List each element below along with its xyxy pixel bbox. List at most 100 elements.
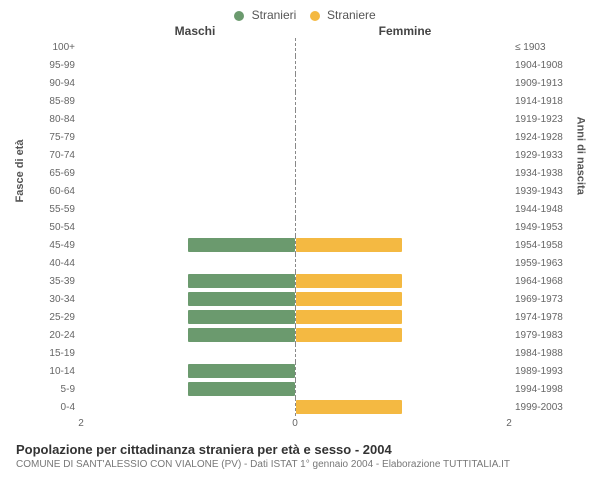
male-half: [81, 146, 296, 164]
male-half: [81, 200, 296, 218]
age-label: 45-49: [20, 240, 81, 251]
age-label: 100+: [20, 42, 81, 53]
male-half: [81, 164, 296, 182]
chart-row: 30-34 1969-1973: [20, 290, 580, 308]
age-label: 15-19: [20, 348, 81, 359]
birth-label: 1964-1968: [509, 276, 580, 287]
birth-label: 1979-1983: [509, 330, 580, 341]
female-half: [296, 182, 510, 200]
chart-rows: 100+≤ 190395-991904-190890-941909-191385…: [20, 38, 580, 416]
birth-label: 1934-1938: [509, 168, 580, 179]
age-label: 25-29: [20, 312, 81, 323]
birth-label: 1944-1948: [509, 204, 580, 215]
age-label: 5-9: [20, 384, 81, 395]
age-label: 35-39: [20, 276, 81, 287]
chart-subtitle: COMUNE DI SANT'ALESSIO CON VIALONE (PV) …: [16, 459, 584, 470]
male-half: [81, 218, 296, 236]
female-half: [296, 56, 510, 74]
age-label: 20-24: [20, 330, 81, 341]
female-half: [296, 308, 510, 326]
male-half: [81, 362, 296, 380]
col-title-left: Maschi: [90, 24, 300, 38]
birth-label: 1924-1928: [509, 132, 580, 143]
male-half: [81, 110, 296, 128]
birth-label: 1919-1923: [509, 114, 580, 125]
female-half: [296, 326, 510, 344]
age-label: 95-99: [20, 60, 81, 71]
female-half: [296, 398, 510, 416]
x-tick: 2: [78, 418, 84, 429]
age-label: 85-89: [20, 96, 81, 107]
female-half: [296, 146, 510, 164]
birth-label: 1909-1913: [509, 78, 580, 89]
chart-row: 25-29 1974-1978: [20, 308, 580, 326]
age-label: 10-14: [20, 366, 81, 377]
birth-label: 1974-1978: [509, 312, 580, 323]
chart-row: 50-541949-1953: [20, 218, 580, 236]
male-half: [81, 254, 296, 272]
chart-row: 55-59 1944-1948: [20, 200, 580, 218]
birth-label: 1949-1953: [509, 222, 580, 233]
chart-row: 80-84 1919-1923: [20, 110, 580, 128]
male-half: [81, 398, 296, 416]
male-bar: [188, 328, 295, 342]
female-half: [296, 272, 510, 290]
female-bar: [296, 274, 403, 288]
female-half: [296, 110, 510, 128]
birth-label: 1969-1973: [509, 294, 580, 305]
male-half: [81, 344, 296, 362]
chart-row: 75-79 1924-1928: [20, 128, 580, 146]
col-title-right: Femmine: [300, 24, 510, 38]
female-half: [296, 344, 510, 362]
birth-label: 1929-1933: [509, 150, 580, 161]
legend-swatch-0: [234, 11, 244, 21]
birth-label: ≤ 1903: [509, 42, 580, 53]
birth-label: 1984-1988: [509, 348, 580, 359]
x-tick: 2: [506, 418, 512, 429]
male-bar: [188, 238, 295, 252]
legend-label-1: Straniere: [327, 8, 376, 22]
age-label: 40-44: [20, 258, 81, 269]
female-bar: [296, 328, 403, 342]
chart-row: 15-19 1984-1988: [20, 344, 580, 362]
x-axis: 20 2: [20, 418, 580, 432]
birth-label: 1939-1943: [509, 186, 580, 197]
female-half: [296, 290, 510, 308]
female-half: [296, 254, 510, 272]
female-half: [296, 128, 510, 146]
female-half: [296, 164, 510, 182]
male-bar: [188, 310, 295, 324]
age-label: 65-69: [20, 168, 81, 179]
male-half: [81, 290, 296, 308]
male-half: [81, 308, 296, 326]
age-label: 55-59: [20, 204, 81, 215]
age-label: 70-74: [20, 150, 81, 161]
chart-row: 20-24 1979-1983: [20, 326, 580, 344]
chart: Maschi Femmine Fasce di età Anni di nasc…: [20, 24, 580, 432]
chart-row: 10-14 1989-1993: [20, 362, 580, 380]
male-bar: [188, 274, 295, 288]
chart-row: 35-39 1964-1968: [20, 272, 580, 290]
birth-label: 1914-1918: [509, 96, 580, 107]
age-label: 80-84: [20, 114, 81, 125]
chart-row: 90-941909-1913: [20, 74, 580, 92]
legend-swatch-1: [310, 11, 320, 21]
age-label: 60-64: [20, 186, 81, 197]
male-half: [81, 56, 296, 74]
birth-label: 1989-1993: [509, 366, 580, 377]
birth-label: 1954-1958: [509, 240, 580, 251]
birth-label: 1994-1998: [509, 384, 580, 395]
legend-label-0: Stranieri: [252, 8, 297, 22]
chart-title: Popolazione per cittadinanza straniera p…: [16, 442, 584, 457]
chart-row: 70-74 1929-1933: [20, 146, 580, 164]
female-bar: [296, 400, 403, 414]
male-bar: [188, 364, 295, 378]
female-half: [296, 218, 510, 236]
age-label: 30-34: [20, 294, 81, 305]
female-half: [296, 74, 510, 92]
chart-row: 40-441959-1963: [20, 254, 580, 272]
female-bar: [296, 310, 403, 324]
age-label: 75-79: [20, 132, 81, 143]
male-half: [81, 182, 296, 200]
chart-row: 0-41999-2003: [20, 398, 580, 416]
